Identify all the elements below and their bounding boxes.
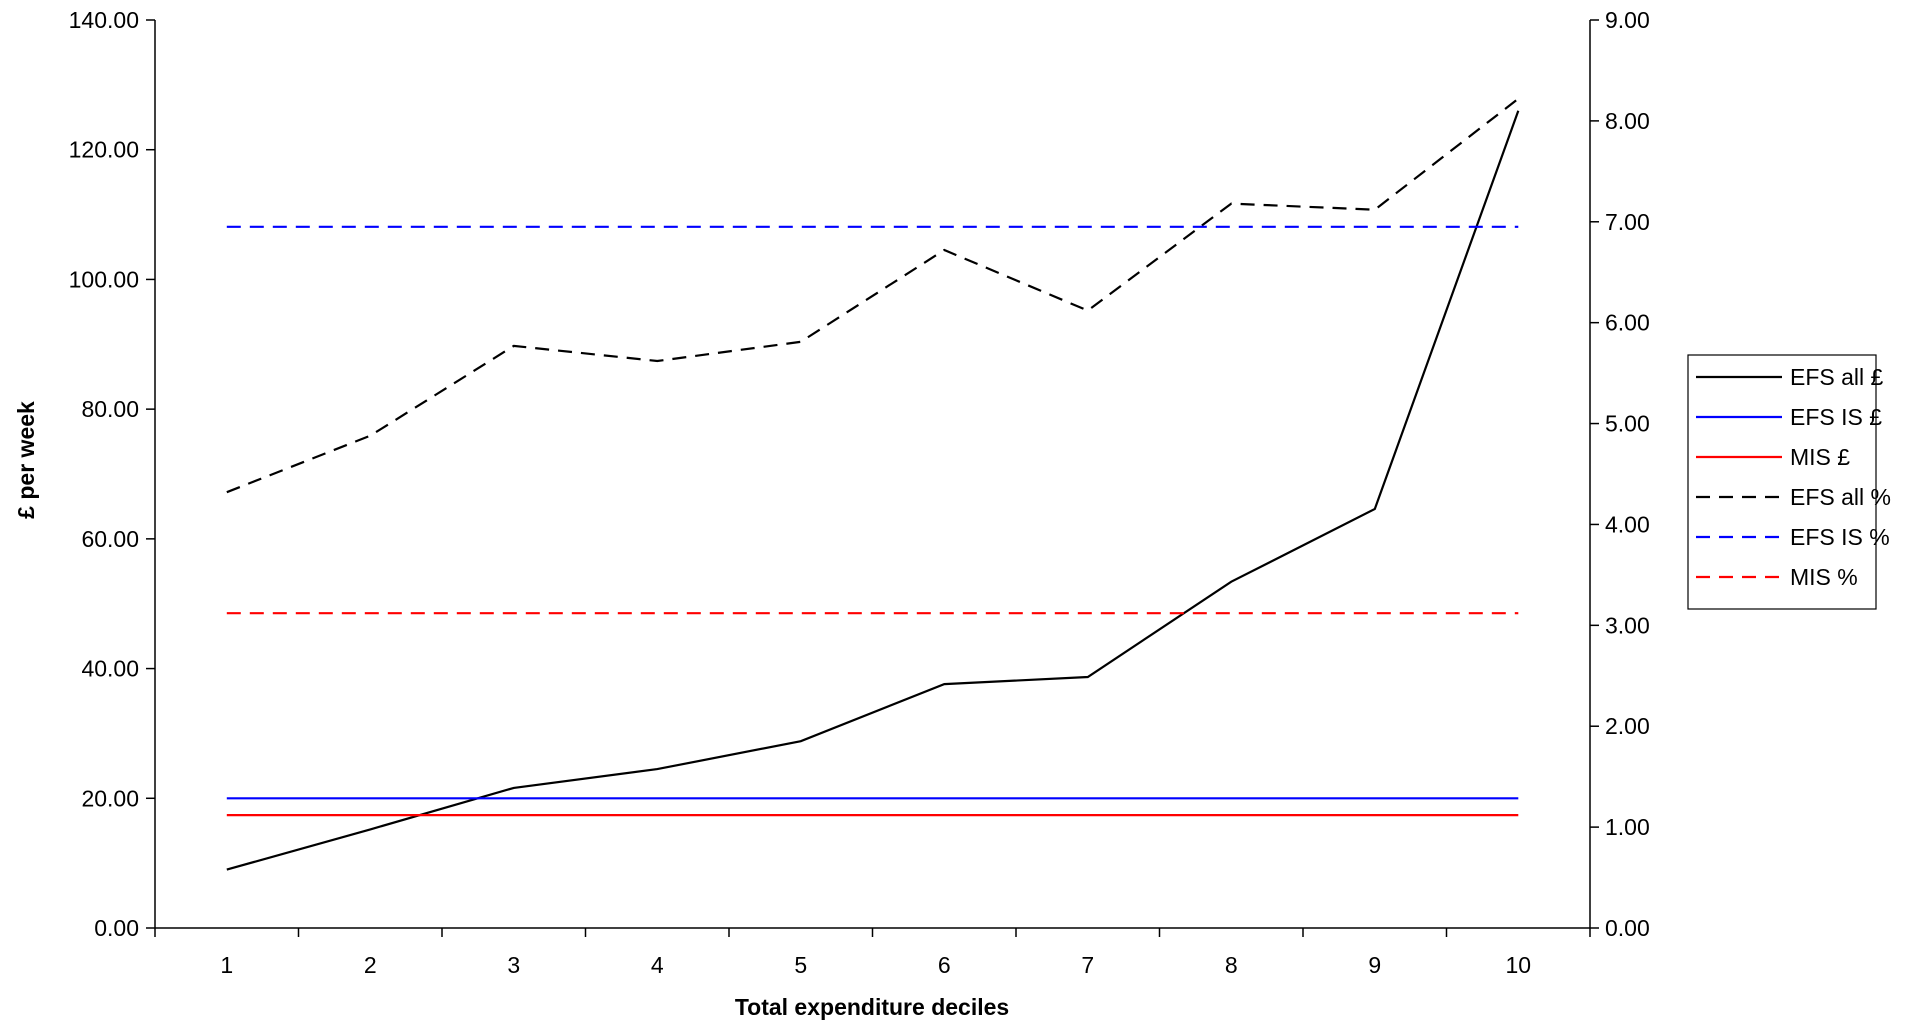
y-left-tick-label: 120.00 — [69, 137, 139, 163]
y-left-tick-label: 20.00 — [81, 785, 139, 811]
series-line-efs-all-pct — [226, 97, 1519, 494]
y-right-tick-label: 8.00 — [1605, 108, 1650, 134]
x-tick-label: 1 — [220, 952, 233, 978]
y-left-tick-label: 0.00 — [94, 915, 139, 941]
y-left-tick-label: 100.00 — [69, 266, 139, 292]
legend-label: EFS IS % — [1790, 524, 1890, 550]
y-right-tick-label: 0.00 — [1605, 915, 1650, 941]
x-tick-label: 10 — [1505, 952, 1531, 978]
y-right-tick-label: 2.00 — [1605, 713, 1650, 739]
x-tick-label: 3 — [507, 952, 520, 978]
y-axis-title: £ per week — [13, 401, 39, 519]
y-right-tick-label: 9.00 — [1605, 7, 1650, 33]
legend-label: EFS IS £ — [1790, 404, 1882, 430]
y-right-tick-label: 6.00 — [1605, 310, 1650, 336]
axes: 0.0020.0040.0060.0080.00100.00120.00140.… — [69, 7, 1650, 978]
legend-box — [1687, 354, 1877, 610]
x-axis-title: Total expenditure deciles — [735, 994, 1009, 1020]
legend-label: MIS £ — [1790, 444, 1850, 470]
x-tick-label: 6 — [938, 952, 951, 978]
x-tick-label: 7 — [1081, 952, 1094, 978]
x-tick-label: 2 — [364, 952, 377, 978]
x-tick-label: 4 — [651, 952, 664, 978]
y-right-tick-label: 4.00 — [1605, 511, 1650, 537]
series-group — [226, 97, 1520, 871]
y-left-tick-label: 80.00 — [81, 396, 139, 422]
y-left-tick-label: 40.00 — [81, 656, 139, 682]
x-tick-label: 8 — [1225, 952, 1238, 978]
legend-label: EFS all % — [1790, 484, 1891, 510]
y-left-tick-label: 60.00 — [81, 526, 139, 552]
legend: EFS all £ EFS IS £ MIS £ EFS all % EFS IS % M… — [1687, 354, 1891, 610]
legend-label: MIS % — [1790, 564, 1858, 590]
y-right-tick-label: 1.00 — [1605, 814, 1650, 840]
y-left-tick-label: 140.00 — [69, 7, 139, 33]
y-right-tick-label: 7.00 — [1605, 209, 1650, 235]
legend-label: EFS all £ — [1790, 364, 1884, 390]
y-right-tick-label: 3.00 — [1605, 612, 1650, 638]
x-tick-label: 5 — [794, 952, 807, 978]
x-tick-label: 9 — [1368, 952, 1381, 978]
series-line-efs-all-gbp — [226, 110, 1520, 871]
y-right-tick-label: 5.00 — [1605, 411, 1650, 437]
